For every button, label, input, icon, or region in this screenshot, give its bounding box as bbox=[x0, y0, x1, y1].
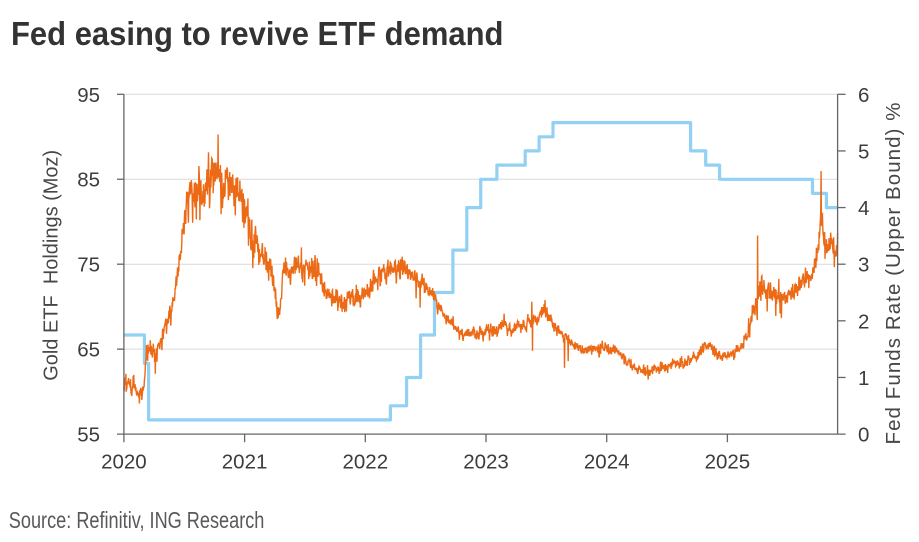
svg-text:55: 55 bbox=[77, 424, 100, 447]
svg-text:2020: 2020 bbox=[101, 451, 147, 474]
svg-text:4: 4 bbox=[858, 197, 869, 220]
svg-text:75: 75 bbox=[77, 254, 100, 277]
svg-text:85: 85 bbox=[77, 169, 100, 192]
svg-text:Gold ETF Holdings (Moz): Gold ETF Holdings (Moz) bbox=[40, 150, 63, 381]
svg-text:95: 95 bbox=[77, 84, 100, 107]
svg-text:3: 3 bbox=[858, 254, 869, 277]
svg-text:2024: 2024 bbox=[584, 451, 630, 474]
svg-text:65: 65 bbox=[77, 339, 100, 362]
svg-text:0: 0 bbox=[858, 424, 869, 447]
svg-text:2025: 2025 bbox=[705, 451, 751, 474]
svg-text:2022: 2022 bbox=[342, 451, 388, 474]
svg-text:2: 2 bbox=[858, 310, 869, 333]
svg-text:2021: 2021 bbox=[222, 451, 268, 474]
svg-text:Fed easing to revive ETF deman: Fed easing to revive ETF demand bbox=[11, 15, 504, 52]
svg-text:Source: Refinitiv, ING Researc: Source: Refinitiv, ING Research bbox=[9, 507, 265, 533]
svg-text:6: 6 bbox=[858, 84, 869, 107]
svg-text:Fed Funds Rate (Upper Bound) %: Fed Funds Rate (Upper Bound) % bbox=[882, 103, 905, 445]
svg-text:1: 1 bbox=[858, 367, 869, 390]
svg-text:2023: 2023 bbox=[463, 451, 509, 474]
svg-text:5: 5 bbox=[858, 140, 869, 163]
